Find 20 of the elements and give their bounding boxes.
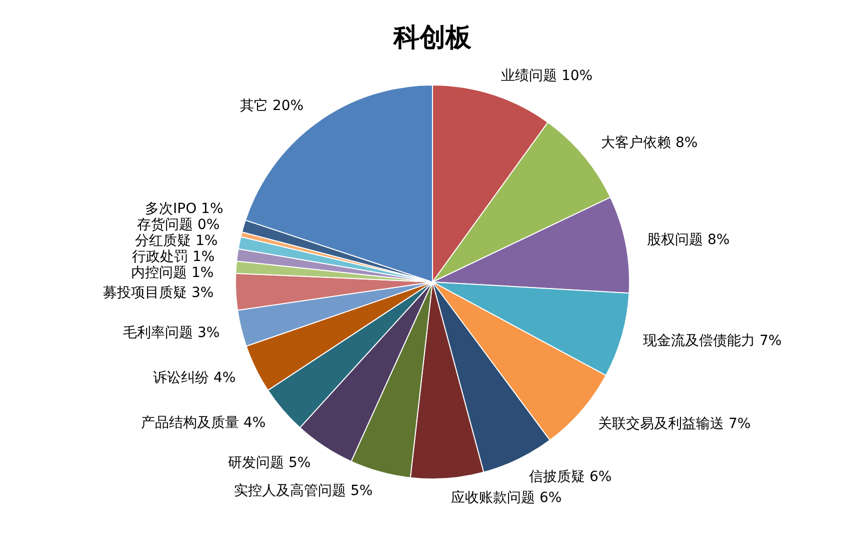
slice-label: 股权问题 8% bbox=[647, 232, 730, 248]
slice-label: 募投项目质疑 3% bbox=[103, 285, 214, 301]
slice-label: 内控问题 1% bbox=[131, 265, 214, 281]
slice-label: 关联交易及利益输送 7% bbox=[598, 416, 751, 432]
chart-title: 科创板 bbox=[392, 22, 472, 53]
slice-label: 毛利率问题 3% bbox=[123, 325, 220, 341]
slice-label: 应收账款问题 6% bbox=[451, 490, 562, 506]
slice-label: 行政处罚 1% bbox=[132, 249, 215, 265]
slice-label: 分红质疑 1% bbox=[135, 233, 218, 249]
slice-label: 其它 20% bbox=[240, 98, 304, 114]
slice-label: 多次IPO 1% bbox=[145, 201, 224, 217]
slice-label: 业绩问题 10% bbox=[501, 68, 593, 84]
slice-label: 研发问题 5% bbox=[228, 455, 311, 471]
slice-label: 存货问题 0% bbox=[137, 217, 220, 233]
slice-label: 诉讼纠纷 4% bbox=[153, 370, 236, 386]
slice-label: 产品结构及质量 4% bbox=[141, 415, 266, 431]
slice-label: 大客户依赖 8% bbox=[601, 135, 698, 151]
slice-label: 实控人及高管问题 5% bbox=[234, 483, 373, 499]
slice-label: 现金流及偿债能力 7% bbox=[643, 333, 782, 349]
slice-label: 信披质疑 6% bbox=[529, 469, 612, 485]
